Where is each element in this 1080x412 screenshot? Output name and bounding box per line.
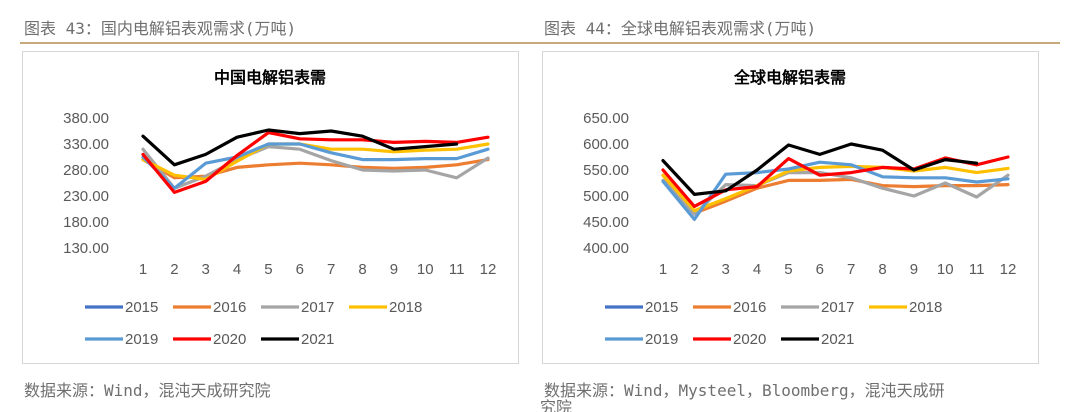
series-line-2021 — [141, 128, 459, 167]
x-tick-label: 5 — [784, 261, 792, 278]
y-tick-label: 180.00 — [63, 214, 109, 231]
global-demand-line-chart: 全球电解铝表需 650.00 600.00 550.00 500.00 450.00 400… — [583, 68, 1017, 348]
x-tick-label: 4 — [753, 261, 761, 278]
x-tick-label: 10 — [417, 261, 434, 278]
legend-label: 2020 — [733, 331, 766, 348]
y-tick-label: 130.00 — [63, 240, 109, 257]
x-tick-label: 2 — [170, 261, 178, 278]
legend-label: 2018 — [389, 299, 422, 316]
y-tick-label: 230.00 — [63, 188, 109, 205]
x-tick-label: 7 — [327, 261, 335, 278]
chart-frame: 全球电解铝表需 650.00 600.00 550.00 500.00 450.00 400… — [542, 51, 1039, 364]
legend-label: 2016 — [733, 299, 766, 316]
y-tick-label: 550.00 — [583, 162, 629, 179]
series-line-2018 — [661, 164, 1010, 213]
x-tick-label: 11 — [449, 261, 465, 278]
legend-label: 2016 — [213, 299, 246, 316]
legend-label: 2017 — [301, 299, 334, 316]
x-tick-label: 1 — [659, 261, 667, 278]
x-tick-label: 12 — [480, 261, 497, 278]
y-tick-label: 500.00 — [583, 188, 629, 205]
y-tick-label: 380.00 — [63, 110, 109, 127]
x-tick-label: 6 — [296, 261, 304, 278]
figure-44-panel: 图表 44：全球电解铝表观需求(万吨) 全球电解铝表需 650.00 600.00 5… — [540, 0, 1065, 412]
y-tick-label: 650.00 — [583, 110, 629, 127]
y-tick-label: 330.00 — [63, 136, 109, 153]
x-tick-label: 5 — [264, 261, 272, 278]
source-note-tail: 究院 — [540, 398, 573, 412]
legend-label: 2019 — [125, 331, 158, 348]
legend-label: 2021 — [301, 331, 334, 348]
source-note-continued: 究院 — [540, 398, 572, 412]
x-tick-label: 1 — [139, 261, 147, 278]
figure-caption: 图表 44：全球电解铝表观需求(万吨) — [544, 19, 817, 38]
legend-label: 2015 — [125, 299, 158, 316]
figure-caption: 图表 43：国内电解铝表观需求(万吨) — [24, 19, 297, 38]
x-tick-label: 8 — [878, 261, 886, 278]
series-line-2016 — [141, 158, 490, 180]
chart-title: 中国电解铝表需 — [214, 68, 326, 87]
x-tick-label: 7 — [847, 261, 855, 278]
caption-divider — [540, 42, 1060, 44]
series-line-2020 — [141, 131, 490, 194]
y-tick-label: 280.00 — [63, 162, 109, 179]
legend-label: 2015 — [645, 299, 678, 316]
x-tick-label: 12 — [1000, 261, 1017, 278]
x-tick-label: 8 — [358, 261, 366, 278]
y-tick-label: 400.00 — [583, 240, 629, 257]
x-tick-label: 11 — [969, 261, 985, 278]
x-tick-label: 6 — [816, 261, 824, 278]
legend-label: 2021 — [821, 331, 854, 348]
chart-frame: 中国电解铝表需 380.00 330.00 280.00 230.00 180.00 130… — [22, 51, 519, 364]
x-tick-label: 9 — [390, 261, 398, 278]
x-tick-label: 3 — [722, 261, 730, 278]
legend-label: 2019 — [645, 331, 678, 348]
source-note: 数据来源：Wind，混沌天成研究院 — [24, 381, 271, 400]
chart-title: 全球电解铝表需 — [733, 68, 846, 87]
series-line-2018 — [141, 142, 490, 181]
x-tick-label: 10 — [937, 261, 954, 278]
x-tick-label: 9 — [910, 261, 918, 278]
y-tick-label: 450.00 — [583, 214, 629, 231]
x-tick-label: 4 — [233, 261, 241, 278]
caption-divider — [20, 42, 540, 44]
series-line-2019 — [141, 142, 490, 190]
legend-label: 2018 — [909, 299, 942, 316]
series-line-2021 — [661, 142, 979, 196]
legend-label: 2017 — [821, 299, 854, 316]
figure-43-panel: 图表 43：国内电解铝表观需求(万吨) 中国电解铝表需 380.00 330.00 2… — [20, 0, 545, 412]
x-tick-label: 3 — [202, 261, 210, 278]
source-note: 数据来源：Wind，Mysteel，Bloomberg，混沌天成研 — [544, 381, 945, 400]
series-line-2019 — [661, 160, 1010, 221]
legend-label: 2020 — [213, 331, 246, 348]
x-tick-label: 2 — [690, 261, 698, 278]
china-demand-line-chart: 中国电解铝表需 380.00 330.00 280.00 230.00 180.00 130… — [63, 68, 497, 348]
y-tick-label: 600.00 — [583, 136, 629, 153]
